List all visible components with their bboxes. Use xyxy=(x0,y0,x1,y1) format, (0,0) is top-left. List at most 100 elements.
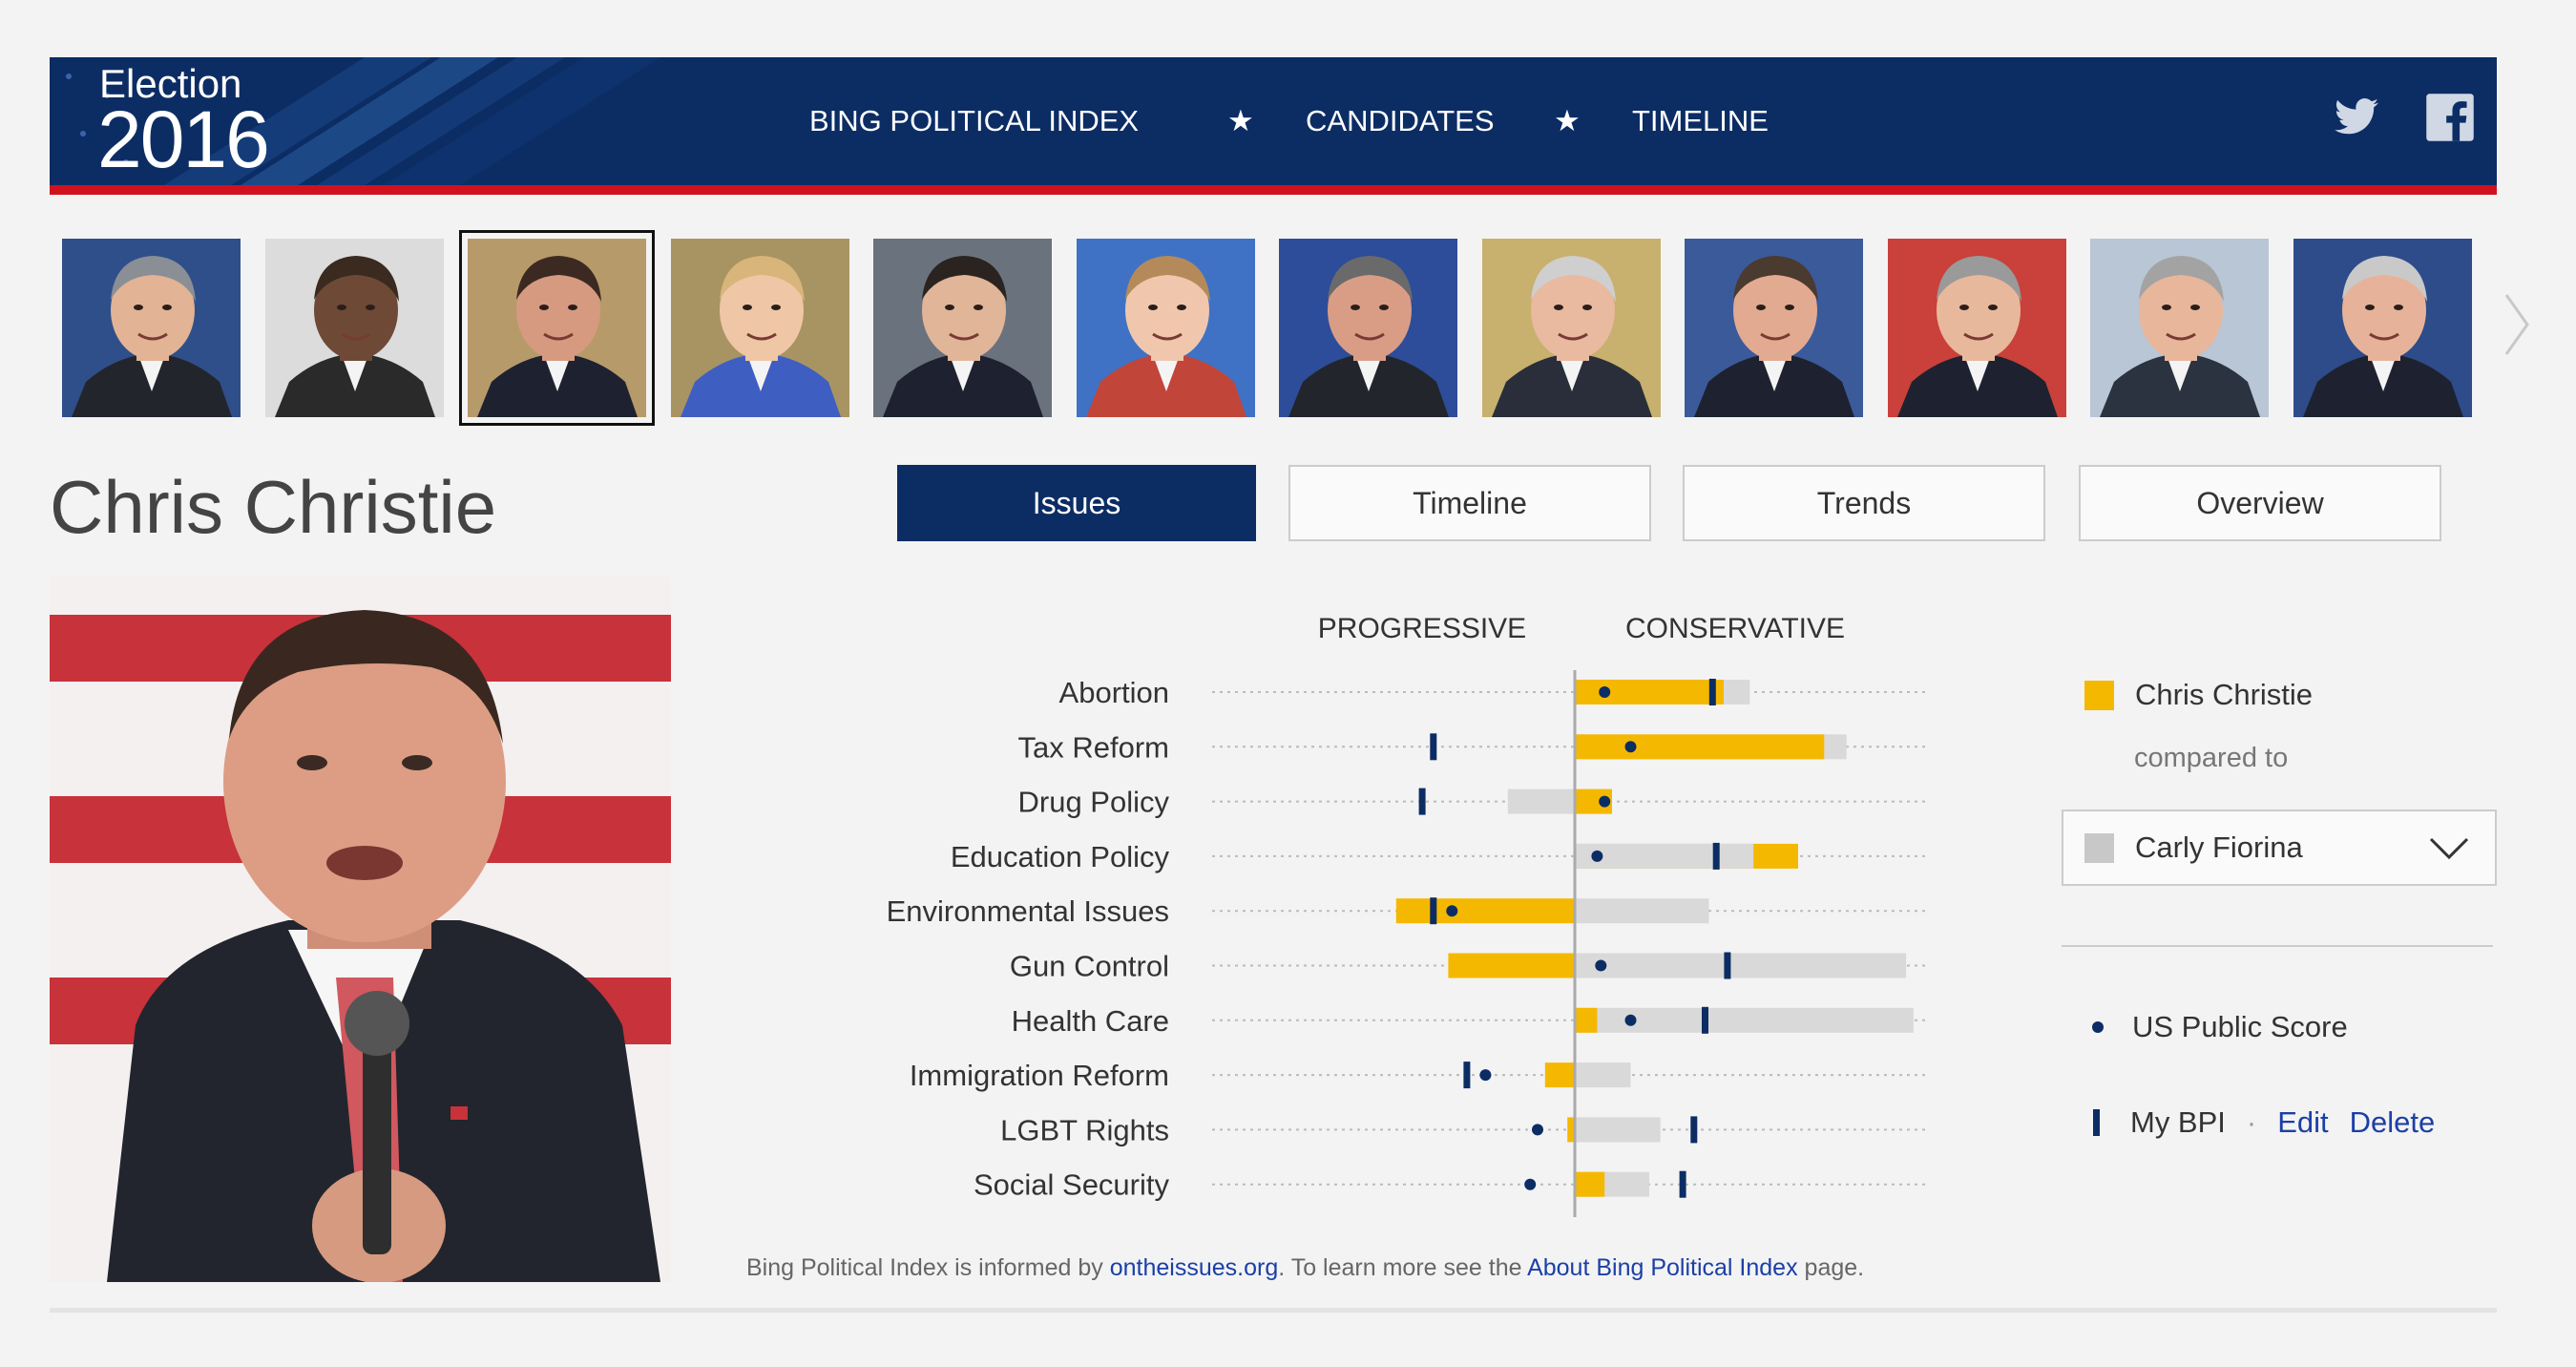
issue-label: Abortion xyxy=(1059,676,1169,709)
comparison-bar xyxy=(1575,1062,1631,1088)
delete-bpi-link[interactable]: Delete xyxy=(2349,1105,2436,1139)
logo-year[interactable]: 2016 xyxy=(97,95,270,184)
legend-my-bpi-label: My BPI xyxy=(2130,1105,2226,1139)
candidate-thumbnail[interactable] xyxy=(1279,239,1457,417)
tick-marker-icon xyxy=(2093,1109,2100,1136)
legend-my-bpi: My BPI · Edit Delete xyxy=(2092,1105,2435,1140)
tab-overview[interactable]: Overview xyxy=(2079,465,2441,541)
chevron-down-icon[interactable] xyxy=(2428,836,2470,861)
my-bpi-tick xyxy=(1690,1116,1698,1144)
my-bpi-tick xyxy=(1418,788,1426,815)
conservative-axis-label: CONSERVATIVE xyxy=(1625,613,1845,644)
comparison-bar xyxy=(1575,843,1754,869)
dot-marker-icon xyxy=(2092,1021,2104,1033)
candidate-thumbnail[interactable] xyxy=(2090,239,2269,417)
my-bpi-tick xyxy=(1679,1170,1686,1198)
my-bpi-tick xyxy=(1702,1006,1708,1034)
footnote-middle: . To learn more see the xyxy=(1278,1254,1528,1281)
facebook-icon[interactable] xyxy=(2424,92,2476,143)
issues-chart: PROGRESSIVE CONSERVATIVE Abortion Tax Ref… xyxy=(887,613,1928,1217)
candidate-thumbnail[interactable] xyxy=(1888,239,2066,417)
twitter-icon[interactable] xyxy=(2331,94,2382,141)
us-public-score-dot xyxy=(1595,959,1607,972)
flag-stripes-decoration xyxy=(66,57,660,185)
progressive-axis-label: PROGRESSIVE xyxy=(1318,613,1526,644)
candidate-thumbnail[interactable] xyxy=(671,239,849,417)
tab-issues[interactable]: Issues xyxy=(897,465,1256,541)
nav-star-separator: ★ xyxy=(1554,104,1581,137)
nav-bing-political-index[interactable]: BING POLITICAL INDEX xyxy=(809,104,1140,137)
nav-candidates[interactable]: CANDIDATES xyxy=(1306,104,1495,137)
candidate-thumbnail[interactable] xyxy=(1685,239,1863,417)
my-bpi-tick xyxy=(1724,952,1731,979)
my-bpi-tick xyxy=(1712,842,1720,870)
tab-timeline[interactable]: Timeline xyxy=(1288,465,1651,541)
primary-bar xyxy=(1395,898,1575,924)
us-public-score-dot xyxy=(1524,1178,1537,1190)
footnote: Bing Political Index is informed by onth… xyxy=(746,1254,1864,1282)
us-public-score-dot xyxy=(1599,686,1611,698)
comparison-bar xyxy=(1507,789,1575,814)
issue-label: Tax Reform xyxy=(1018,730,1169,764)
compare-candidate-value: Carly Fiorina xyxy=(2135,831,2303,864)
candidate-thumbnail[interactable] xyxy=(2293,239,2472,417)
legend-swatch-gray xyxy=(2084,832,2114,863)
issue-label: Gun Control xyxy=(1010,950,1169,983)
legend-swatch-gold xyxy=(2084,680,2114,710)
site-header: Election 2016 BING POLITICAL INDEX ★ CAN… xyxy=(50,57,2497,185)
us-public-score-dot xyxy=(1532,1124,1543,1136)
us-public-score-dot xyxy=(1591,850,1603,862)
comparison-bar xyxy=(1575,898,1709,924)
comparison-bar xyxy=(1575,953,1907,978)
footnote-prefix: Bing Political Index is informed by xyxy=(746,1254,1110,1281)
legend-divider xyxy=(2062,945,2493,947)
legend-compared-to: compared to xyxy=(2134,743,2289,773)
us-public-score-dot xyxy=(1446,905,1458,917)
us-public-score-dot xyxy=(1479,1069,1492,1082)
logo-election[interactable]: Election xyxy=(99,61,242,106)
legend-us-public-score: US Public Score xyxy=(2090,1010,2348,1044)
my-bpi-tick xyxy=(1708,679,1716,705)
issue-label: Social Security xyxy=(974,1168,1170,1202)
candidate-name-title: Chris Christie xyxy=(50,465,497,549)
issue-label: Education Policy xyxy=(951,840,1170,873)
compare-candidate-select[interactable]: Carly Fiorina xyxy=(2062,810,2497,886)
candidate-thumbnail[interactable] xyxy=(62,239,241,417)
legend-us-public-score-label: US Public Score xyxy=(2132,1010,2348,1043)
candidate-thumbnail[interactable] xyxy=(1482,239,1661,417)
primary-bar xyxy=(1567,1117,1575,1143)
candidate-thumbnail[interactable] xyxy=(873,239,1052,417)
header-red-rule xyxy=(50,185,2497,195)
issue-label: Drug Policy xyxy=(1018,786,1170,819)
us-public-score-dot xyxy=(1599,795,1611,808)
bottom-rule xyxy=(50,1308,2497,1313)
nav-star-separator: ★ xyxy=(1227,104,1254,137)
footnote-suffix: page. xyxy=(1797,1254,1865,1281)
primary-bar xyxy=(1575,680,1724,705)
candidate-thumbnail[interactable] xyxy=(1077,239,1255,417)
edit-bpi-link[interactable]: Edit xyxy=(2277,1105,2329,1139)
ontheissues-link[interactable]: ontheissues.org xyxy=(1109,1254,1279,1281)
tab-trends[interactable]: Trends xyxy=(1683,465,2045,541)
us-public-score-dot xyxy=(1624,1014,1637,1026)
candidate-thumbnail[interactable] xyxy=(265,239,444,417)
my-bpi-tick xyxy=(1463,1062,1471,1089)
legend-primary: Chris Christie xyxy=(2084,678,2313,712)
legend-primary-name: Chris Christie xyxy=(2135,678,2314,711)
primary-bar xyxy=(1544,1062,1575,1088)
candidate-thumbnail[interactable] xyxy=(459,230,655,426)
nav-timeline[interactable]: TIMELINE xyxy=(1632,104,1769,137)
candidate-photo xyxy=(50,577,671,1282)
legend-separator: · xyxy=(2246,1105,2257,1139)
issue-label: Environmental Issues xyxy=(887,894,1169,928)
comparison-bar xyxy=(1575,1117,1661,1143)
my-bpi-tick xyxy=(1430,897,1437,925)
primary-bar xyxy=(1575,734,1825,760)
issue-label: Immigration Reform xyxy=(910,1059,1169,1092)
issue-label: Health Care xyxy=(1012,1004,1169,1038)
primary-bar xyxy=(1575,1171,1605,1197)
about-bpi-link[interactable]: About Bing Political Index xyxy=(1527,1254,1798,1281)
chevron-right-icon[interactable] xyxy=(2503,291,2531,358)
us-public-score-dot xyxy=(1624,741,1637,753)
primary-bar xyxy=(1575,1007,1598,1033)
